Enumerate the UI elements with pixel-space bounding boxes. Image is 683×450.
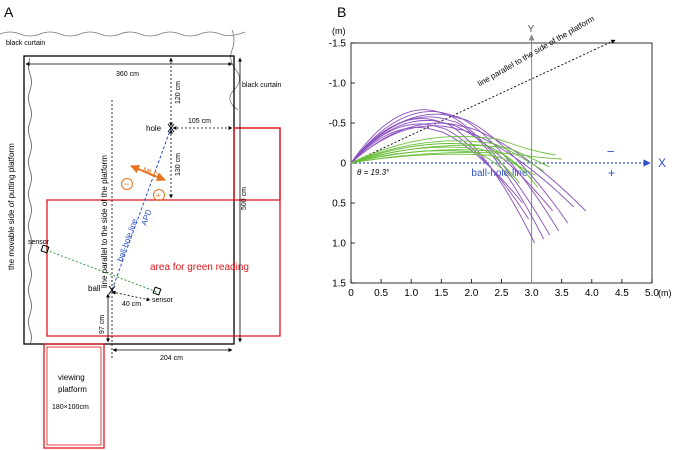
trajectory-purple-9 bbox=[350, 125, 575, 208]
minus-sign: − bbox=[124, 179, 129, 189]
panel-a: A black curtain black curtain the movabl… bbox=[0, 4, 281, 449]
trajectory-green-9 bbox=[350, 153, 535, 176]
green-reading-area bbox=[46, 127, 281, 337]
trajectory-purple-10 bbox=[350, 127, 523, 204]
viewing-size: 180×100cm bbox=[52, 404, 89, 411]
x-tick-label: 1.5 bbox=[434, 288, 448, 299]
trajectory-green-7 bbox=[350, 150, 514, 180]
y-tick-label: 0 bbox=[340, 159, 346, 170]
y-tick-label: -1.5 bbox=[329, 39, 347, 50]
curtain-right bbox=[229, 29, 240, 111]
plus-sign: + bbox=[156, 191, 161, 201]
trajectory-green-2 bbox=[350, 140, 544, 172]
green-reading-inner bbox=[233, 127, 281, 201]
panel-b: B (m) (m) -1.5 -1.0 -0.5 0 0.5 1.0 1.5 0 0.5 1.0… bbox=[329, 4, 672, 299]
x-tick-label: 5.0 bbox=[645, 288, 659, 299]
viewing-platform bbox=[43, 343, 105, 449]
dim-204: 204 cm bbox=[160, 355, 183, 362]
plus-circle bbox=[153, 189, 165, 201]
y-tick-label: -0.5 bbox=[329, 119, 347, 130]
trajectory-green-3 bbox=[350, 143, 532, 180]
x-tick-label: 0 bbox=[348, 288, 354, 299]
dim-97: 97 cm bbox=[99, 315, 106, 334]
minus-label: − bbox=[607, 144, 615, 159]
x-tick-label: 3.5 bbox=[555, 288, 569, 299]
ball-hole-label-a: ball-hole line bbox=[115, 217, 139, 263]
mld-arrow bbox=[130, 164, 166, 182]
x-tick-label: 1.0 bbox=[404, 288, 418, 299]
trajectory-green-8 bbox=[350, 151, 562, 164]
dim-120: 120 cm bbox=[175, 81, 182, 104]
y-tick-label: 0.5 bbox=[332, 199, 346, 210]
trajectory-purple-6 bbox=[350, 119, 554, 212]
curtain-right-label: black curtain bbox=[242, 82, 281, 89]
movable-side-wave bbox=[28, 57, 32, 345]
trajectory-purple-2 bbox=[350, 111, 560, 232]
sensor-right-box bbox=[152, 286, 162, 296]
x-axis-label: X bbox=[658, 156, 666, 170]
viewing-label-2: platform bbox=[58, 385, 87, 394]
x-tick-label: 4.0 bbox=[585, 288, 599, 299]
parallel-line-label-a: line parallel to the side of the platfor… bbox=[100, 155, 109, 288]
dim-40-line bbox=[111, 290, 151, 302]
y-tick-label: -1.0 bbox=[329, 79, 347, 90]
dim-500: 500 cm bbox=[241, 187, 248, 210]
panel-b-letter: B bbox=[337, 4, 346, 20]
dim-105: 105 cm bbox=[188, 118, 211, 125]
sensor-left-label: sensor bbox=[28, 239, 50, 246]
dim-130: 130 cm bbox=[175, 153, 182, 176]
x-tick-label: 2.5 bbox=[495, 288, 509, 299]
y-tick-label: 1.0 bbox=[332, 239, 346, 250]
ball-label: ball bbox=[88, 284, 101, 293]
minus-circle bbox=[121, 178, 133, 190]
trajectory-green-1 bbox=[350, 135, 556, 164]
curtain-top-label: black curtain bbox=[6, 40, 45, 47]
plus-label: + bbox=[608, 166, 615, 180]
viewing-platform-inner bbox=[46, 346, 102, 446]
ball-marker bbox=[108, 285, 116, 295]
mld-label: MLD bbox=[141, 166, 160, 181]
y-axis-label: Y bbox=[528, 24, 535, 35]
ball-hole-line-a bbox=[111, 127, 172, 291]
theta-label: θ = 19.3° bbox=[357, 168, 390, 177]
x-ticks: 0 0.5 1.0 1.5 2.0 2.5 3.0 3.5 4.0 4.5 5.0 bbox=[348, 279, 659, 299]
trajectories bbox=[350, 109, 587, 244]
x-tick-label: 4.5 bbox=[615, 288, 629, 299]
curtain-top bbox=[0, 31, 246, 37]
dim-360: 360 cm bbox=[116, 71, 139, 78]
x-tick-label: 3.0 bbox=[525, 288, 539, 299]
apd-label: APD bbox=[139, 208, 153, 227]
x-tick-label: 0.5 bbox=[374, 288, 388, 299]
x-tick-label: 2.0 bbox=[464, 288, 478, 299]
green-reading-label: area for green reading bbox=[150, 262, 249, 273]
sensor-left-box bbox=[40, 244, 50, 254]
dim-40: 40 cm bbox=[122, 301, 141, 308]
trajectory-purple-4 bbox=[350, 116, 545, 240]
trajectory-green-5 bbox=[350, 146, 520, 184]
y-tick-label: 1.5 bbox=[332, 279, 346, 290]
hole-label: hole bbox=[146, 124, 162, 133]
parallel-line-b bbox=[350, 39, 616, 164]
sensor-right-label: sensor bbox=[152, 297, 174, 304]
viewing-label-1: viewing bbox=[58, 373, 85, 382]
ball-hole-label-b: ball-hole line bbox=[471, 168, 528, 179]
movable-side-label: the movable side of putting platform bbox=[7, 143, 16, 270]
panel-a-letter: A bbox=[4, 4, 14, 20]
hole-marker bbox=[167, 123, 175, 133]
x-unit: (m) bbox=[658, 288, 672, 298]
y-unit: (m) bbox=[332, 26, 346, 36]
